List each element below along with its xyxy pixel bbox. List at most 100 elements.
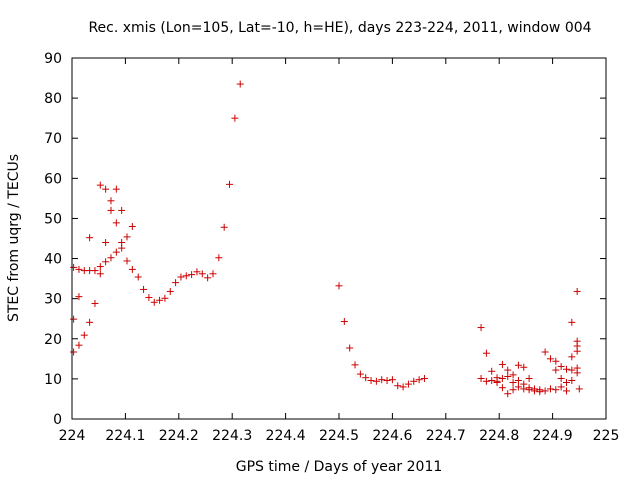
data-point (335, 282, 343, 290)
data-point (552, 366, 560, 374)
data-point (514, 383, 522, 391)
data-point (562, 365, 570, 373)
x-tick-label: 224.1 (105, 428, 145, 444)
data-point (166, 287, 174, 295)
data-point (156, 296, 164, 304)
x-tick-label: 225 (593, 428, 620, 444)
data-point (188, 271, 196, 279)
data-point (482, 349, 490, 357)
data-points-group (70, 80, 583, 398)
data-point (568, 376, 576, 384)
data-point (410, 377, 418, 385)
data-point (562, 387, 570, 395)
data-point (568, 366, 576, 374)
data-point (498, 384, 506, 392)
data-point (573, 369, 581, 377)
data-point (204, 274, 212, 282)
data-point (70, 263, 78, 271)
data-point (112, 219, 120, 227)
data-point (96, 270, 104, 278)
data-point (80, 331, 88, 339)
data-point (498, 374, 506, 382)
y-tick-label: 60 (44, 171, 62, 187)
data-point (86, 234, 94, 242)
y-tick-label: 30 (44, 292, 62, 308)
data-point (557, 383, 565, 391)
data-point (388, 376, 396, 384)
data-point (134, 273, 142, 281)
x-tick-label: 224 (59, 428, 86, 444)
data-point (504, 372, 512, 380)
data-point (231, 114, 239, 122)
data-point (182, 272, 190, 280)
data-point (573, 347, 581, 355)
data-point (557, 362, 565, 370)
y-tick-label: 80 (44, 91, 62, 107)
data-point (107, 206, 115, 214)
data-point (372, 377, 380, 385)
y-axis-label: STEC from uqrg / TECUs (6, 154, 22, 322)
data-point (541, 387, 549, 395)
data-point (514, 361, 522, 369)
data-point (541, 348, 549, 356)
x-tick-label: 224.3 (212, 428, 252, 444)
data-point (236, 80, 244, 88)
data-point (96, 181, 104, 189)
data-point (177, 273, 185, 281)
data-point (198, 270, 206, 278)
data-point (378, 376, 386, 384)
y-tick-label: 20 (44, 332, 62, 348)
x-tick-label: 224.6 (372, 428, 412, 444)
data-point (477, 324, 485, 332)
data-point (107, 254, 115, 262)
data-point (399, 383, 407, 391)
data-point (102, 185, 110, 193)
data-point (415, 376, 423, 384)
data-point (504, 390, 512, 398)
y-tick-label: 10 (44, 372, 62, 388)
data-point (128, 222, 136, 230)
data-point (145, 293, 153, 301)
data-point (112, 185, 120, 193)
data-point (573, 287, 581, 295)
data-point (525, 374, 533, 382)
data-point (520, 385, 528, 393)
data-point (70, 348, 78, 356)
data-point (128, 265, 136, 273)
data-point (226, 180, 234, 188)
data-point (552, 386, 560, 394)
data-point (367, 376, 375, 384)
data-point (546, 385, 554, 393)
data-point (552, 357, 560, 365)
data-point (362, 374, 370, 382)
data-point (96, 263, 104, 271)
data-point (404, 380, 412, 388)
data-point (70, 315, 78, 323)
data-point (520, 363, 528, 371)
data-point (546, 355, 554, 363)
data-point (509, 378, 517, 386)
data-point (356, 370, 364, 378)
data-point (504, 366, 512, 374)
data-point (150, 298, 158, 306)
data-point (112, 248, 120, 256)
data-point (525, 386, 533, 394)
x-tick-label: 224.7 (426, 428, 466, 444)
data-point (209, 270, 217, 278)
data-point (562, 378, 570, 386)
data-point (482, 377, 490, 385)
data-point (568, 318, 576, 326)
data-point (346, 344, 354, 352)
data-point (351, 361, 359, 369)
x-tick-label: 224.8 (479, 428, 519, 444)
y-tick-label: 90 (44, 51, 62, 67)
y-tick-label: 70 (44, 131, 62, 147)
plot-frame (71, 57, 607, 420)
data-point (514, 376, 522, 384)
data-point (172, 279, 180, 287)
y-tick-label: 40 (44, 252, 62, 268)
data-point (536, 388, 544, 396)
data-point (193, 268, 201, 276)
data-point (91, 299, 99, 307)
data-point (530, 387, 538, 395)
